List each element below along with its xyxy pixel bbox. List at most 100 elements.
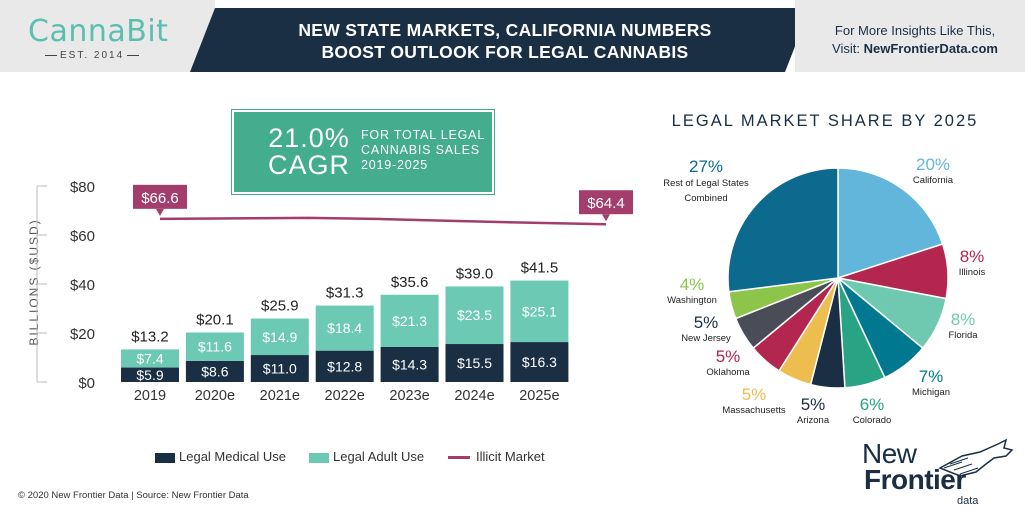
bar-medical	[185, 360, 244, 382]
bar-adult	[185, 332, 244, 361]
insight-panel	[795, 0, 1025, 72]
bar-adult	[250, 318, 309, 356]
y-tick-label: $20	[70, 326, 95, 343]
bar-total-label: $41.5	[521, 260, 559, 277]
bar-total-label: $20.1	[196, 312, 234, 329]
pie-name-label: Arizona	[797, 415, 830, 426]
bar-adult-label: $14.9	[262, 329, 297, 345]
pie-pct-label: 8%	[960, 247, 985, 266]
pie-name-label: Illinois	[959, 267, 986, 278]
bar-medical	[510, 342, 569, 382]
legend-adult: Legal Adult Use	[309, 449, 424, 464]
illicit-start-label: $66.6	[141, 190, 179, 207]
bar-total-label: $31.3	[326, 285, 364, 302]
pie-name-label: California	[913, 175, 954, 186]
bar-medical	[121, 367, 179, 382]
bar-adult	[510, 280, 569, 343]
legend-swatch-adult	[309, 452, 329, 463]
bar-adult	[445, 286, 504, 345]
bar-medical	[250, 355, 309, 382]
cagr-description: FOR TOTAL LEGAL CANNABIS SALES 2019-2025	[361, 128, 486, 172]
logo-panel	[0, 0, 215, 72]
pie-name-label: New Jersey	[681, 333, 731, 344]
pie-pct-label: 6%	[860, 395, 885, 414]
bar-medical-label: $14.3	[392, 356, 427, 372]
illicit-start-pointer	[156, 208, 164, 216]
x-tick-label: 2021e	[260, 388, 300, 404]
bar-adult	[121, 349, 179, 368]
title-line-1: NEW STATE MARKETS, CALIFORNIA NUMBERS	[298, 20, 712, 40]
insight-line-2: Visit: NewFrontierData.com	[832, 41, 998, 56]
source-note: © 2020 New Frontier Data | Source: New F…	[18, 490, 249, 501]
pie-pct-label: 5%	[742, 385, 767, 404]
bar-total-label: $13.2	[131, 328, 169, 345]
x-tick-label: 2020e	[195, 388, 235, 404]
bar-medical-label: $16.3	[522, 354, 557, 370]
title-panel	[190, 8, 810, 72]
bar-medical-label: $8.6	[201, 363, 228, 379]
pie-pct-label: 4%	[680, 275, 705, 294]
legend-swatch-illicit	[448, 456, 470, 460]
bar-medical-label: $11.0	[263, 361, 297, 377]
bar-adult-label: $7.4	[136, 350, 163, 366]
insight-text: For More Insights Like This, Visit: NewF…	[815, 22, 1015, 58]
x-tick-label: 2019	[134, 388, 166, 404]
pie-name-label: Florida	[948, 330, 978, 341]
y-tick-label: $80	[70, 179, 95, 196]
pie-pct-label: 7%	[919, 367, 944, 386]
pie-name-label: Massachusetts	[722, 405, 786, 416]
title-line-2: BOOST OUTLOOK FOR LEGAL CANNABIS	[321, 42, 689, 62]
pie-pct-label: 5%	[694, 313, 719, 332]
bar-medical-label: $12.8	[327, 358, 362, 374]
bar-adult-label: $21.3	[392, 313, 427, 329]
pie-pct-label: 20%	[916, 155, 950, 174]
bar-medical-label: $5.9	[136, 367, 163, 383]
illicit-line	[159, 216, 607, 226]
x-tick-label: 2022e	[325, 388, 365, 404]
pie-name-label: Rest of Legal States	[663, 178, 749, 189]
bar-adult-label: $18.4	[327, 320, 362, 336]
page-title: NEW STATE MARKETS, CALIFORNIA NUMBERS BO…	[235, 19, 775, 63]
website-link[interactable]: NewFrontierData.com	[863, 41, 998, 56]
pie-pct-label: 5%	[801, 395, 826, 414]
pie-name-label: Oklahoma	[706, 367, 750, 378]
bar-medical	[380, 346, 439, 382]
pie-pct-label: 27%	[689, 157, 723, 176]
header-banner: CannaBit EST. 2014 NEW STATE MARKETS, CA…	[0, 0, 1025, 72]
y-tick-label: $0	[78, 375, 95, 392]
logo-est: EST. 2014	[42, 50, 142, 61]
cagr-value: 21.0% CAGR	[268, 123, 351, 180]
x-tick-label: 2023e	[389, 388, 429, 404]
pie-name-label: Washington	[667, 295, 717, 306]
pie-name-label: Colorado	[853, 415, 892, 426]
cagr-callout: 21.0% CAGR FOR TOTAL LEGAL CANNABIS SALE…	[231, 109, 495, 195]
bar-total-label: $39.0	[456, 265, 494, 282]
pie-title: LEGAL MARKET SHARE BY 2025	[671, 112, 979, 130]
x-tick-label: 2025e	[519, 388, 559, 404]
bar-medical-label: $15.5	[457, 355, 492, 371]
illicit-start-box	[133, 184, 187, 209]
bar-medical	[315, 350, 374, 382]
pie-pct-label: 5%	[716, 347, 741, 366]
illicit-end-pointer	[602, 214, 610, 222]
cannabit-logo[interactable]: CannaBit	[28, 14, 169, 49]
bar-adult	[380, 294, 439, 347]
x-tick-label: 2024e	[454, 388, 494, 404]
bar-medical	[445, 344, 504, 382]
legend-illicit: Illicit Market	[448, 449, 545, 464]
y-tick-label: $40	[70, 277, 95, 294]
pie-name-label: Michigan	[912, 387, 950, 398]
bar-adult-label: $11.6	[198, 339, 232, 355]
illicit-end-label: $64.4	[587, 195, 625, 212]
pie-slice	[727, 167, 839, 293]
horse-icon	[938, 438, 1014, 477]
legend-swatch-medical	[155, 452, 175, 463]
bar-adult-label: $25.1	[522, 303, 557, 319]
pie-pct-label: 8%	[951, 310, 976, 329]
y-tick-label: $60	[70, 228, 95, 245]
pie-slice	[837, 167, 944, 280]
bar-adult-label: $23.5	[457, 307, 492, 323]
legend-medical: Legal Medical Use	[155, 449, 286, 464]
insight-line-1: For More Insights Like This,	[834, 23, 996, 38]
